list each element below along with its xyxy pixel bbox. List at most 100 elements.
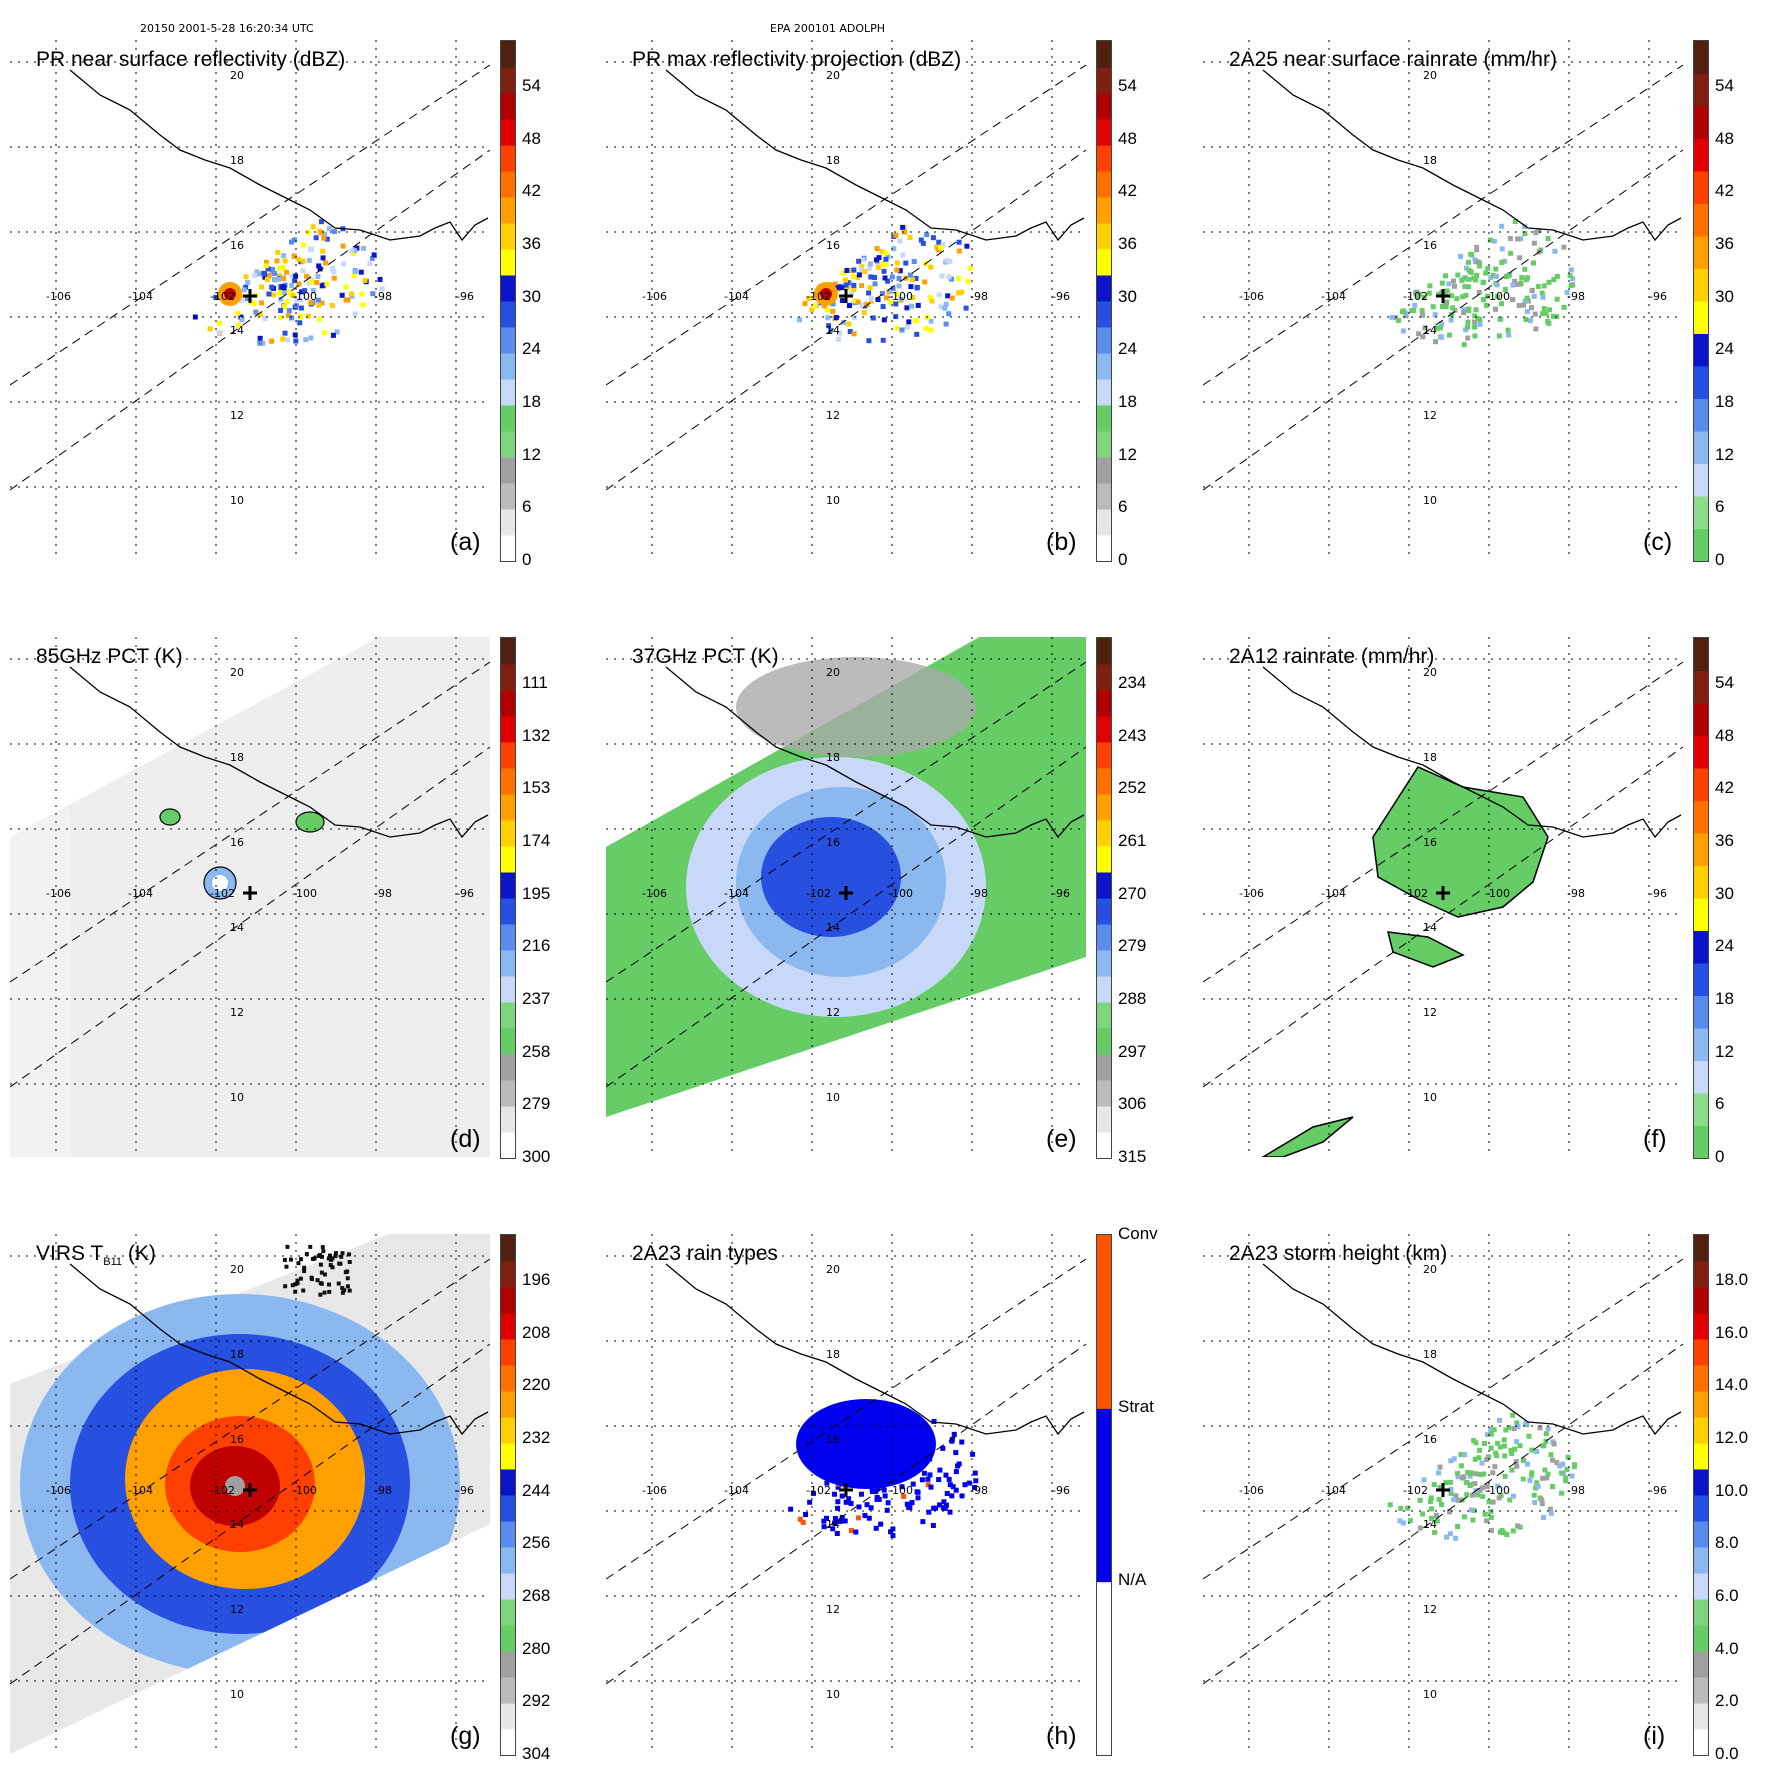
lat-label-12: 12 xyxy=(230,409,244,422)
panel-a: -106 -104 -102 -100 -98 -96 20 18 16 14 12 10 PR nea… xyxy=(10,40,605,580)
panel-label-f: (f) xyxy=(1643,1125,1667,1153)
colorbar-b xyxy=(1096,40,1112,562)
colorbar-tick: 4.0 xyxy=(1715,1638,1739,1658)
panel-i: -106 -104 -102 -100 -98 -96 20 18 16 14 12 10 2A23 s… xyxy=(1203,1234,1771,1774)
colorbar-tick: 208 xyxy=(522,1322,551,1342)
colorbar-tick: 132 xyxy=(522,725,551,745)
colorbar-tick: 36 xyxy=(1715,234,1734,253)
lat-label-14: 14 xyxy=(1423,324,1437,337)
panel-title-a: PR near surface reflectivity (dBZ) xyxy=(36,48,346,71)
colorbar-tick: 30 xyxy=(1118,286,1137,306)
panel-g: -106 -104 -102 -100 -98 -96 20 18 16 14 12 10 VIRS T… xyxy=(10,1234,605,1774)
panel-label-b: (b) xyxy=(1046,528,1077,556)
lat-label-18: 18 xyxy=(826,154,840,167)
lon-label--98: -98 xyxy=(374,1484,392,1497)
colorbar-tick: 12 xyxy=(1715,444,1734,464)
lat-label-14: 14 xyxy=(826,921,840,934)
lon-label--96: -96 xyxy=(1649,290,1667,303)
lat-label-12: 12 xyxy=(230,1006,244,1019)
colorbar-a xyxy=(500,40,516,562)
colorbar-tick: 216 xyxy=(522,936,551,956)
colorbar-tick: 6 xyxy=(1715,1094,1725,1114)
panel-title-h: 2A23 rain types xyxy=(632,1242,778,1265)
lon-label--104: -104 xyxy=(128,887,153,900)
colorbar-tick: 48 xyxy=(1118,128,1137,148)
lat-label-18: 18 xyxy=(826,751,840,764)
lat-label-10: 10 xyxy=(826,494,840,507)
lon-label--98: -98 xyxy=(970,290,988,303)
lat-label-20: 20 xyxy=(1423,666,1437,679)
lon-label--102: -102 xyxy=(806,290,831,303)
colorbar-tick: 261 xyxy=(1118,831,1147,850)
lon-label--100: -100 xyxy=(888,1484,913,1497)
colorbar-tick: 54 xyxy=(1118,76,1137,95)
colorbar-tick: 30 xyxy=(522,286,541,306)
colorbar-tick: 0 xyxy=(522,550,532,569)
lon-label--98: -98 xyxy=(970,887,988,900)
lon-label--104: -104 xyxy=(724,1484,749,1497)
colorbar-tick: 268 xyxy=(522,1586,551,1605)
colorbar-tick: 0 xyxy=(1715,550,1725,569)
colorbar-tick: 10.0 xyxy=(1715,1480,1749,1500)
colorbar-h xyxy=(1096,1234,1112,1756)
lat-label-14: 14 xyxy=(1423,921,1437,934)
colorbar-tick: 279 xyxy=(1118,936,1147,956)
lat-label-12: 12 xyxy=(1423,1006,1437,1019)
lat-label-20: 20 xyxy=(826,666,840,679)
lat-label-20: 20 xyxy=(1423,1263,1437,1276)
colorbar-tick: 6 xyxy=(522,497,532,517)
lon-label--100: -100 xyxy=(292,290,317,303)
lat-label-18: 18 xyxy=(230,751,244,764)
lat-label-16: 16 xyxy=(1423,1433,1437,1446)
panel-title-g: VIRS TB11 (K) xyxy=(36,1242,156,1269)
lat-label-10: 10 xyxy=(826,1091,840,1104)
panel-title-i: 2A23 storm height (km) xyxy=(1229,1242,1448,1265)
colorbar-tick: 18.0 xyxy=(1715,1270,1749,1289)
colorbar-tick: 36 xyxy=(522,234,541,253)
lat-label-12: 12 xyxy=(826,1006,840,1019)
colorbar-tick: Conv xyxy=(1118,1224,1158,1243)
colorbar-tick: 30 xyxy=(1715,883,1734,903)
header-center: EPA 200101 ADOLPH xyxy=(770,22,886,35)
panel-f: -106 -104 -102 -100 -98 -96 20 18 16 14 12 10 2A12 r… xyxy=(1203,637,1771,1177)
map-d: -106 -104 -102 -100 -98 -96 20 18 16 14 12 10 xyxy=(10,637,490,1157)
lon-label--96: -96 xyxy=(1052,290,1070,303)
colorbar-tick: 24 xyxy=(1715,936,1734,956)
colorbar-tick: 42 xyxy=(1118,181,1137,201)
lon-label--106: -106 xyxy=(642,1484,667,1497)
lat-label-20: 20 xyxy=(826,69,840,82)
lat-label-18: 18 xyxy=(1423,154,1437,167)
map-h: -106 -104 -102 -100 -98 -96 20 18 16 14 12 10 xyxy=(606,1234,1086,1754)
lon-label--102: -102 xyxy=(806,887,831,900)
colorbar-tick: 304 xyxy=(522,1744,551,1763)
colorbar-tick: 244 xyxy=(522,1480,551,1500)
lon-label--98: -98 xyxy=(374,887,392,900)
lon-label--100: -100 xyxy=(292,1484,317,1497)
lon-label--100: -100 xyxy=(888,290,913,303)
lon-label--106: -106 xyxy=(46,290,71,303)
lat-label-10: 10 xyxy=(826,1688,840,1701)
colorbar-e xyxy=(1096,637,1112,1159)
lat-label-16: 16 xyxy=(826,239,840,252)
lon-label--100: -100 xyxy=(1485,290,1510,303)
lon-label--104: -104 xyxy=(1321,1484,1346,1497)
lat-label-18: 18 xyxy=(230,154,244,167)
map-f: -106 -104 -102 -100 -98 -96 20 18 16 14 12 10 xyxy=(1203,637,1683,1157)
header-left: 20150 2001-5-28 16:20:34 UTC xyxy=(140,22,314,35)
lat-label-10: 10 xyxy=(230,1688,244,1701)
map-b: -106 -104 -102 -100 -98 -96 20 18 16 14 12 10 xyxy=(606,40,1086,560)
lat-label-20: 20 xyxy=(230,666,244,679)
lon-label--96: -96 xyxy=(456,290,474,303)
lat-label-10: 10 xyxy=(1423,494,1437,507)
lat-label-10: 10 xyxy=(1423,1091,1437,1104)
panel-title-e: 37GHz PCT (K) xyxy=(632,645,779,668)
colorbar-tick: 36 xyxy=(1715,831,1734,850)
colorbar-tick: 6 xyxy=(1118,497,1128,517)
lat-label-20: 20 xyxy=(230,1263,244,1276)
lon-label--104: -104 xyxy=(1321,290,1346,303)
colorbar-tick: 195 xyxy=(522,883,551,903)
lat-label-14: 14 xyxy=(1423,1518,1437,1531)
colorbar-tick: 14.0 xyxy=(1715,1375,1749,1395)
colorbar-tick: 42 xyxy=(1715,181,1734,201)
lat-label-16: 16 xyxy=(826,1433,840,1446)
